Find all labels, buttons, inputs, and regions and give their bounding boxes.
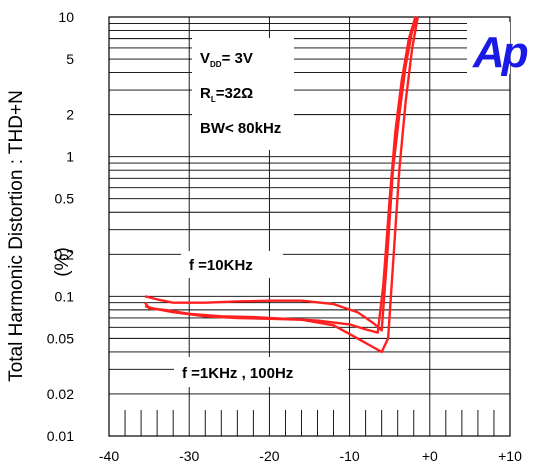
x-tick-label: -40 — [99, 448, 119, 464]
f1k-annotation: f =1KHz , 100Hz — [182, 365, 293, 382]
rl-annotation: RL=32Ω — [200, 85, 253, 104]
vdd-annotation: VDD= 3V — [200, 50, 253, 69]
y-tick-label: 1 — [66, 149, 74, 165]
x-tick-label: -10 — [339, 448, 359, 464]
y-tick-label: 0.05 — [47, 330, 74, 346]
x-tick-label: -20 — [259, 448, 279, 464]
y-axis-unit: (%) — [52, 247, 73, 277]
x-tick-label: +10 — [498, 448, 522, 464]
y-tick-label: 2 — [66, 107, 74, 123]
y-axis-label: Total Harmonic Distortion : THD+N — [6, 90, 27, 382]
x-tick-label: -30 — [179, 448, 199, 464]
y-tick-label: 0.1 — [55, 288, 75, 304]
y-tick-label: 0.5 — [55, 191, 75, 207]
y-tick-label: 10 — [58, 9, 74, 25]
ap-logo: Ap — [472, 28, 528, 77]
bw-annotation: BW< 80kHz — [200, 120, 281, 137]
y-tick-label: 5 — [66, 51, 74, 67]
f10k-annotation: f =10KHz — [189, 257, 253, 274]
y-tick-label: 0.01 — [47, 428, 74, 444]
x-tick-label: +0 — [422, 448, 438, 464]
y-tick-label: 0.02 — [47, 386, 74, 402]
